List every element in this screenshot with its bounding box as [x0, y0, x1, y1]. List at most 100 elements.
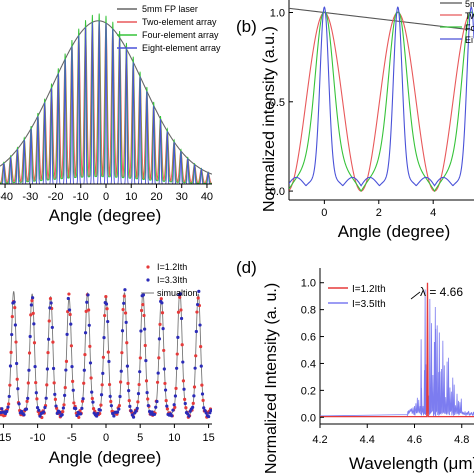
panel-c-point-i12 — [34, 380, 38, 385]
panel-c-point-i33 — [202, 406, 206, 410]
panel-c-point-i33 — [172, 403, 176, 407]
panel-c-point-i12 — [137, 382, 141, 387]
panel-b: (b) 0 2 4 0.0 0.5 1.0 Normalized intensity (a… — [236, 0, 474, 241]
panel-c-x-tick-label: -10 — [30, 432, 46, 444]
panel-c-point-i33 — [61, 406, 65, 410]
panel-c-point-i33 — [138, 370, 142, 374]
panel-c-point-i12 — [174, 386, 178, 390]
panel-c-point-i33 — [171, 408, 175, 412]
panel-b-x-tick-label: 0 — [321, 207, 327, 219]
panel-c-point-i12 — [138, 356, 142, 360]
panel-a-x-tick-label: 30 — [176, 191, 188, 203]
panel-c-point-i33 — [155, 399, 159, 404]
panel-b-label: (b) — [236, 17, 257, 36]
panel-c-point-i33 — [83, 331, 88, 335]
legend-label-c-i12: I=1.2Ith — [157, 262, 187, 272]
panel-c-point-i12 — [183, 397, 187, 401]
panel-c: -15 -10 -5 0 5 10 15 Angle (degree) I=1.2Ith I… — [0, 262, 215, 467]
panel-c-point-i12 — [184, 406, 188, 410]
panel-c-point-i12 — [180, 343, 184, 347]
panel-c-point-i12 — [14, 340, 18, 344]
panel-c-point-i12 — [53, 397, 57, 401]
panel-c-point-i33 — [192, 394, 196, 398]
panel-c-x-tick-label: 15 — [202, 432, 214, 444]
legend-label-c-i33: I=3.3Ith — [157, 275, 187, 285]
panel-c-point-i12 — [125, 341, 129, 345]
panel-c-point-i33 — [161, 327, 165, 331]
panel-c-point-i12 — [26, 381, 30, 385]
panel-c-point-i33 — [160, 301, 164, 305]
panel-c-point-i12 — [121, 307, 125, 312]
panel-c-point-i12 — [159, 297, 163, 301]
panel-c-point-i33 — [28, 334, 32, 339]
panel-c-point-i33 — [60, 413, 64, 417]
panel-c-point-i33 — [199, 364, 203, 368]
panel-c-point-i33 — [109, 404, 113, 408]
panel-c-point-i33 — [63, 393, 67, 397]
legend-swatch-c-i12 — [146, 265, 150, 269]
panel-c-point-i12 — [88, 344, 92, 348]
panel-b-y-tick-label: 1.0 — [270, 8, 285, 20]
panel-c-point-i12 — [160, 311, 165, 315]
legend-label-two: Two-element array — [142, 17, 217, 27]
panel-c-point-i33 — [191, 405, 195, 409]
legend-label-d-i35: I=3.5Ith — [352, 299, 386, 310]
panel-c-point-i12 — [157, 356, 161, 360]
panel-c-point-i12 — [10, 314, 14, 319]
panel-c-point-i33 — [69, 322, 73, 326]
panel-c-point-i33 — [42, 410, 46, 414]
panel-c-point-i33 — [128, 404, 132, 408]
panel-c-point-i33 — [112, 414, 116, 418]
panel-c-point-i33 — [58, 410, 62, 414]
panel-c-point-i12 — [104, 295, 108, 299]
panel-c-point-i12 — [84, 309, 88, 314]
panel-c-point-i33 — [29, 303, 33, 307]
panel-c-point-i33 — [32, 322, 36, 326]
panel-c-point-i12 — [68, 312, 72, 317]
panel-c-point-i12 — [7, 402, 11, 406]
panel-b-series-two — [289, 11, 474, 192]
panel-d-series-i35 — [320, 289, 474, 418]
panel-c-point-i33 — [165, 404, 169, 408]
panel-a-legend: 5mm FP laser Two-element array Four-elem… — [117, 4, 221, 53]
panel-c-point-i33 — [144, 358, 148, 363]
panel-c-point-i12 — [123, 311, 128, 315]
panel-c-point-i33 — [7, 394, 11, 399]
panel-c-point-i12 — [9, 350, 13, 354]
panel-d-x-tick-label: 4.8 — [454, 434, 469, 446]
panel-b-series-four — [289, 11, 474, 193]
panel-c-point-i33 — [125, 364, 130, 368]
panel-c-point-i12 — [69, 344, 73, 348]
panel-c-point-i33 — [8, 364, 13, 368]
panel-c-point-i33 — [88, 361, 93, 365]
panel-c-point-i12 — [90, 396, 94, 401]
panel-c-point-i12 — [51, 340, 55, 344]
panel-d: (d) 4.2 4.4 4.6 4.8 0.0 0.2 0.4 0.6 0.8 1.0 Norma… — [236, 258, 474, 474]
panel-c-point-i12 — [32, 341, 37, 345]
panel-c-point-i12 — [87, 308, 91, 312]
panel-c-point-i33 — [75, 413, 79, 418]
panel-c-point-i33 — [118, 394, 122, 399]
panel-c-point-i12 — [136, 400, 140, 404]
panel-c-point-i12 — [127, 399, 131, 403]
panel-c-point-i12 — [143, 343, 147, 348]
panel-c-point-i33 — [53, 392, 57, 396]
panel-c-point-i33 — [147, 409, 152, 414]
panel-d-legend: I=1.2Ith I=3.5Ith — [328, 284, 386, 310]
panel-c-point-i12 — [48, 296, 53, 301]
panel-c-point-i12 — [192, 385, 197, 389]
panel-c-point-i33 — [22, 413, 26, 417]
panel-c-legend: I=1.2Ith I=3.3Ith simualtion — [141, 262, 198, 298]
panel-c-point-i12 — [126, 381, 130, 385]
panel-d-y-label: Normalized Intensity (a. u.) — [263, 283, 280, 474]
panel-b-y-label: Normalized intensity (a.u.) — [261, 26, 278, 212]
panel-c-point-i33 — [85, 300, 89, 304]
panel-c-point-i33 — [183, 401, 187, 406]
panel-c-point-i33 — [127, 389, 131, 393]
panel-c-point-i33 — [67, 308, 72, 312]
panel-c-point-i12 — [195, 310, 199, 314]
panel-c-point-i12 — [47, 319, 51, 323]
panel-c-point-i33 — [139, 329, 143, 333]
panel-c-point-i12 — [71, 379, 75, 383]
panel-d-y-tick-label: 0.2 — [301, 385, 316, 397]
